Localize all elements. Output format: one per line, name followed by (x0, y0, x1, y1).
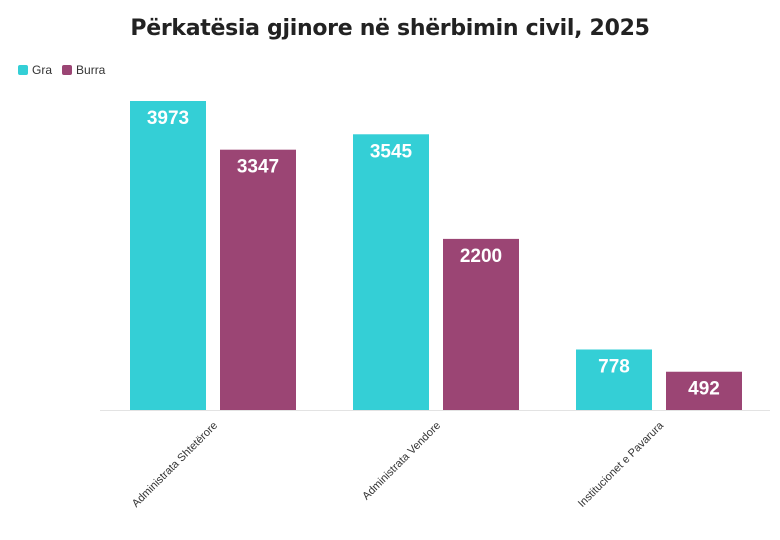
legend-swatch-burra (62, 65, 73, 75)
bar-gra-0[interactable] (130, 101, 206, 410)
bar-gra-1[interactable] (353, 134, 429, 410)
legend-label-gra: Gra (32, 63, 53, 77)
data-label-burra-0: 3347 (237, 157, 279, 178)
chart-title: Përkatësia gjinore në shërbimin civil, 2… (130, 16, 650, 41)
data-label-gra-2: 778 (598, 356, 630, 377)
bar-burra-1[interactable] (443, 238, 519, 410)
legend-swatch-gra (18, 65, 28, 75)
x-tick-label-2: Institucionet e Pavarura (576, 419, 667, 510)
data-label-burra-1: 2200 (460, 246, 502, 267)
data-label-gra-1: 3545 (370, 141, 413, 162)
legend-label-burra: Burra (76, 63, 106, 77)
legend-item-gra: Gra (18, 63, 52, 77)
data-label-burra-2: 492 (688, 379, 720, 400)
bar-burra-0[interactable] (220, 149, 296, 410)
bar-gra-2[interactable] (576, 349, 652, 410)
legend-item-burra: Burra (62, 63, 105, 77)
bar-burra-2[interactable] (666, 371, 742, 410)
x-tick-label-0: Administrata Shtetërore (130, 420, 220, 510)
x-tick-label-1: Administrata Vendore (360, 420, 443, 503)
legend: Gra Burra (18, 63, 105, 77)
data-label-gra-0: 3973 (147, 108, 189, 129)
